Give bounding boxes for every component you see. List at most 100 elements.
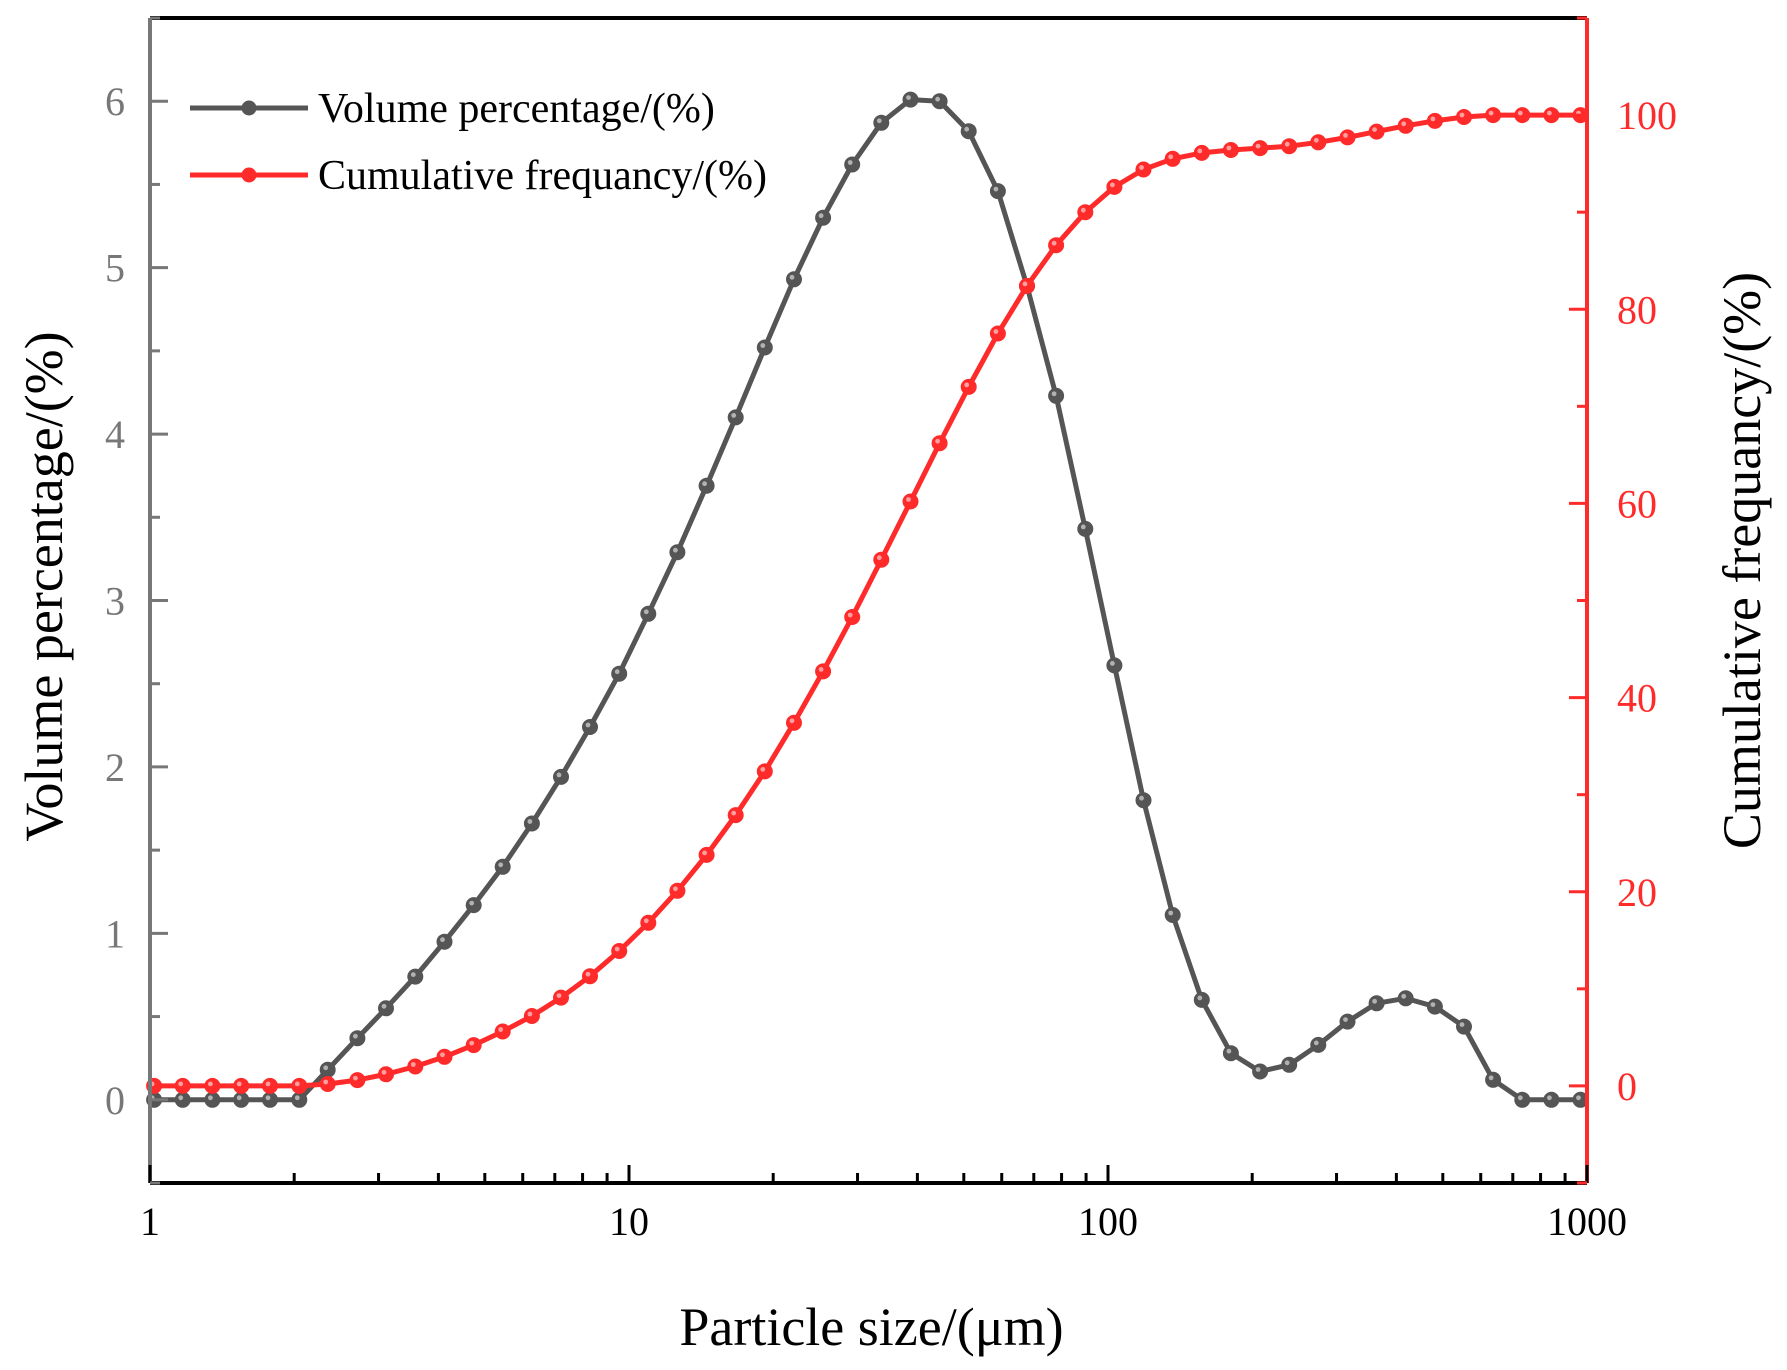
cumulative-point <box>494 1023 511 1040</box>
volume-point-highlight <box>818 213 824 219</box>
cumulative-point-highlight <box>1051 240 1057 246</box>
volume-point <box>233 1091 250 1108</box>
cumulative-point <box>1368 123 1385 140</box>
volume-point <box>1426 998 1443 1015</box>
volume-point-highlight <box>1051 391 1057 397</box>
cumulative-point-highlight <box>673 886 678 892</box>
cumulative-point <box>756 763 773 780</box>
volume-point-highlight <box>789 274 795 280</box>
cumulative-point-highlight <box>1401 121 1407 127</box>
volume-point-highlight <box>381 1003 387 1009</box>
cumulative-point <box>1339 129 1356 146</box>
cumulative-point-highlight <box>410 1062 416 1067</box>
volume-point-highlight <box>906 95 911 100</box>
cumulative-point-highlight <box>1372 127 1377 132</box>
volume-point <box>1135 792 1152 809</box>
volume-point <box>960 123 977 140</box>
volume-legend-marker <box>241 100 257 116</box>
y-tick-label: 1 <box>105 911 125 956</box>
cumulative-point-highlight <box>731 810 737 816</box>
cumulative-point <box>291 1077 308 1094</box>
volume-point <box>349 1030 366 1047</box>
cumulative-point <box>233 1077 250 1094</box>
volume-point <box>319 1061 336 1078</box>
cumulative-point-highlight <box>1197 148 1203 154</box>
volume-point <box>407 968 424 985</box>
volume-point <box>378 1000 394 1017</box>
volume-point-highlight <box>1139 795 1144 801</box>
cumulative-point-highlight <box>1547 110 1552 116</box>
cumulative-point-highlight <box>818 667 824 672</box>
volume-point-highlight <box>1517 1095 1523 1101</box>
volume-point-highlight <box>265 1095 271 1101</box>
cumulative-point-highlight <box>847 612 853 618</box>
cumulative-point-highlight <box>323 1079 329 1085</box>
volume-point-highlight <box>1255 1067 1261 1072</box>
volume-point <box>902 91 919 108</box>
cumulative-point <box>465 1037 482 1054</box>
volume-point-highlight <box>1547 1095 1552 1101</box>
volume-point-highlight <box>1372 998 1377 1004</box>
volume-point-highlight <box>208 1095 213 1101</box>
volume-point-highlight <box>1576 1095 1581 1101</box>
volume-point-highlight <box>294 1095 300 1101</box>
cumulative-point-highlight <box>614 946 620 952</box>
cumulative-point <box>262 1077 278 1094</box>
volume-point <box>174 1091 191 1108</box>
cumulative-point <box>1426 112 1443 129</box>
y-axis-title: Volume percentage/(%) <box>14 331 74 841</box>
y-tick-label: 6 <box>105 79 125 124</box>
volume-point-highlight <box>1313 1040 1319 1046</box>
cumulative-point <box>319 1076 336 1092</box>
volume-point-highlight <box>731 413 737 418</box>
cumulative-point <box>640 914 657 931</box>
y-tick-label: 4 <box>105 412 125 457</box>
cumulative-point-highlight <box>1080 207 1086 213</box>
volume-point-highlight <box>1110 661 1115 666</box>
volume-point-highlight <box>614 669 620 675</box>
volume-point-highlight <box>1459 1022 1465 1027</box>
cumulative-point <box>1222 142 1239 158</box>
volume-point-highlight <box>993 186 999 192</box>
cumulative-point-highlight <box>440 1052 445 1058</box>
cumulative-point-highlight <box>1226 145 1232 151</box>
cumulative-legend-marker <box>241 167 257 183</box>
cumulative-point-highlight <box>1255 143 1261 149</box>
cumulative-point-highlight <box>1430 116 1436 122</box>
volume-point-highlight <box>323 1065 329 1071</box>
cumulative-point <box>902 493 919 510</box>
volume-point <box>1339 1013 1356 1030</box>
cumulative-point-highlight <box>585 971 591 977</box>
cumulative-point-highlight <box>178 1081 184 1087</box>
cumulative-point <box>669 882 686 899</box>
cumulative-point <box>786 714 802 731</box>
volume-point-highlight <box>440 937 445 943</box>
volume-point <box>436 933 453 950</box>
cumulative-point <box>1048 237 1065 254</box>
cumulative-point-highlight <box>294 1081 300 1087</box>
cumulative-point-highlight <box>498 1027 504 1032</box>
x-tick-label: 1 <box>140 1199 160 1244</box>
volume-point-highlight <box>1226 1048 1232 1054</box>
x-axis-title: Particle size/(μm) <box>679 1297 1063 1357</box>
cumulative-legend-label: Cumulative frequancy/(%) <box>318 153 767 199</box>
cumulative-point <box>815 663 832 680</box>
cumulative-point-highlight <box>935 438 940 444</box>
y2-tick-label: 0 <box>1617 1064 1637 1109</box>
volume-point <box>1077 520 1094 537</box>
volume-point <box>815 209 832 226</box>
volume-point <box>582 719 598 735</box>
volume-point-highlight <box>469 900 475 906</box>
cumulative-point <box>1281 138 1298 155</box>
y2-tick-label: 100 <box>1617 93 1677 138</box>
volume-point <box>989 183 1006 200</box>
volume-point <box>844 156 861 173</box>
volume-point-highlight <box>353 1033 358 1039</box>
cumulative-point-highlight <box>208 1081 213 1087</box>
volume-point <box>523 815 540 832</box>
legend: Volume percentage/(%) Cumulative frequanc… <box>190 86 767 199</box>
volume-point-highlight <box>1197 995 1203 1001</box>
y-tick-label: 0 <box>105 1078 125 1123</box>
cumulative-point-highlight <box>1139 165 1144 170</box>
